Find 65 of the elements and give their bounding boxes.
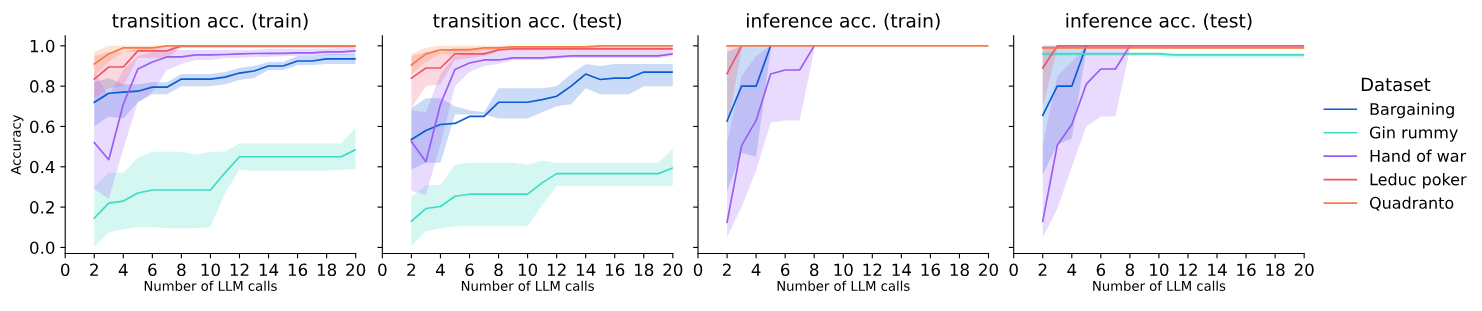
legend-label: Quadranto: [1369, 196, 1454, 211]
x-tick-label: 6: [1096, 263, 1106, 277]
y-tick-label: 0.4: [30, 160, 55, 174]
x-tick-label: 10: [834, 263, 853, 277]
y-tick-label: 0.0: [30, 241, 55, 254]
chart-title: inference acc. (test): [1066, 13, 1252, 30]
x-tick-label: 0: [61, 263, 70, 277]
y-tick-label: 0.8: [30, 80, 55, 93]
y-tick-label: 0.2: [30, 201, 54, 214]
x-tick-label: 20: [979, 263, 998, 277]
x-tick-label: 16: [1237, 263, 1256, 277]
legend-title: Dataset: [1361, 77, 1431, 92]
x-tick-label: 6: [465, 263, 474, 277]
x-tick-label: 0: [693, 263, 703, 277]
x-tick-label: 2: [1038, 263, 1047, 276]
x-tick-label: 10: [518, 263, 538, 277]
x-tick-label: 2: [407, 263, 416, 276]
x-tick-label: 18: [317, 263, 337, 277]
legend-label: Leduc poker: [1370, 173, 1467, 189]
chart-title: transition acc. (test): [433, 13, 621, 30]
x-tick-label: 4: [435, 263, 445, 276]
x-tick-label: 16: [288, 263, 308, 277]
x-tick-label: 8: [494, 263, 503, 277]
chart-title: inference acc. (train): [747, 13, 940, 30]
x-tick-label: 16: [921, 263, 940, 277]
x-tick-label: 14: [1208, 263, 1227, 276]
chart-title: transition acc. (train): [112, 13, 308, 30]
x-tick-label: 12: [230, 263, 249, 276]
x-tick-label: 18: [635, 263, 654, 277]
x-tick-label: 0: [378, 263, 387, 277]
x-tick-label: 10: [1150, 263, 1169, 277]
x-tick-label: 2: [722, 263, 731, 276]
x-tick-label: 0: [1009, 263, 1018, 277]
x-tick-label: 18: [950, 263, 969, 277]
y-tick-label: 1.0: [30, 39, 55, 53]
x-axis-title: Number of LLM calls: [461, 280, 594, 291]
x-tick-label: 12: [547, 263, 566, 276]
x-tick-label: 20: [663, 263, 683, 277]
x-tick-label: 6: [148, 263, 157, 277]
x-tick-label: 8: [1125, 263, 1135, 277]
y-tick-label: 0.6: [30, 120, 55, 134]
legend-label: Hand of war: [1370, 149, 1467, 162]
legend-label: Gin rummy: [1369, 126, 1458, 142]
x-axis-title: Number of LLM calls: [777, 280, 910, 291]
x-tick-label: 12: [863, 263, 882, 276]
x-tick-label: 12: [1179, 263, 1197, 276]
x-tick-label: 2: [90, 263, 98, 276]
x-tick-label: 14: [892, 263, 912, 276]
x-tick-label: 14: [259, 263, 279, 276]
legend-label: Bargaining: [1370, 102, 1454, 119]
x-tick-label: 10: [201, 263, 220, 277]
x-tick-label: 16: [605, 263, 625, 277]
x-tick-label: 20: [346, 263, 366, 277]
x-tick-label: 4: [751, 263, 761, 276]
x-axis-title: Number of LLM calls: [1093, 280, 1226, 291]
x-tick-label: 4: [1067, 263, 1077, 276]
y-axis-title: Accuracy: [11, 114, 24, 175]
x-tick-label: 20: [1294, 263, 1314, 277]
x-axis-title: Number of LLM calls: [144, 280, 277, 291]
x-tick-label: 8: [810, 263, 819, 277]
x-tick-label: 8: [177, 263, 186, 277]
x-tick-label: 4: [118, 263, 128, 276]
x-tick-label: 18: [1266, 263, 1285, 277]
x-tick-label: 14: [576, 263, 596, 276]
x-tick-label: 6: [781, 263, 790, 277]
